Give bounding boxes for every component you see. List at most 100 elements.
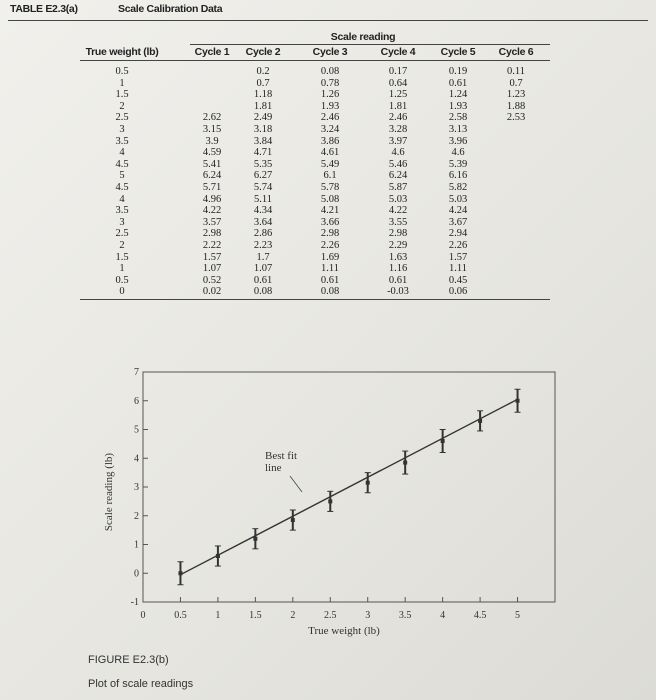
x-tick-label: 3.5 (399, 610, 412, 621)
row-label: 2.5 (115, 228, 129, 240)
cell: 0.7 (509, 77, 523, 89)
row-label: 2.5 (115, 112, 129, 124)
cell: 3.15 (202, 124, 222, 135)
cell: 5.46 (388, 158, 408, 170)
cell: 0.08 (253, 286, 273, 298)
x-axis-label: True weight (lb) (308, 625, 380, 637)
cell: 4.61 (320, 147, 340, 159)
cell: 1.81 (253, 100, 273, 112)
cell: 1.07 (253, 263, 273, 275)
cell: 3.9 (205, 135, 219, 147)
cell: 0.02 (202, 286, 222, 298)
cell: 1.57 (202, 251, 222, 263)
cell: 0.7 (256, 77, 270, 89)
y-tick-label: 5 (134, 425, 139, 436)
point (515, 398, 520, 403)
point (178, 571, 183, 576)
cell: 1.26 (320, 89, 340, 101)
cell: 2.29 (388, 240, 408, 251)
cell: 6.27 (253, 170, 273, 182)
cell: 2.94 (448, 228, 468, 240)
column-header: True weight (lb) (85, 46, 159, 58)
rule (80, 299, 550, 300)
cell: 5.87 (388, 182, 408, 193)
table-number: TABLE E2.3(a) (10, 3, 78, 15)
cell: 1.16 (388, 263, 408, 275)
cell: 1.11 (321, 263, 339, 275)
cell: 2.86 (253, 228, 273, 240)
row-label: 1.5 (115, 89, 129, 101)
cell: 3.55 (388, 216, 408, 228)
cell: 2.98 (202, 228, 222, 240)
cell: 4.59 (202, 147, 222, 159)
y-tick-label: 1 (134, 540, 139, 551)
row-label: 1 (119, 77, 125, 89)
cell: 3.28 (388, 124, 408, 135)
cell: 1.63 (388, 251, 408, 263)
cell: 5.78 (320, 182, 340, 193)
cell: 3.84 (253, 135, 273, 147)
figure-caption: Plot of scale readings (88, 678, 194, 690)
cell: 0.61 (253, 274, 273, 286)
cell: 4.22 (202, 205, 222, 217)
cell: 0.08 (320, 66, 340, 77)
cell: 2.58 (448, 112, 468, 124)
cell: 0.52 (202, 274, 222, 286)
cell: 0.19 (448, 66, 468, 77)
row-label: 4.5 (115, 182, 129, 193)
cell: 5.11 (254, 193, 272, 205)
cell: 1.93 (448, 100, 468, 112)
row-label: 4.5 (115, 158, 129, 170)
cell: 5.03 (448, 193, 468, 205)
cell: 1.25 (388, 89, 408, 101)
cell: 5.35 (253, 158, 273, 170)
cell: 5.03 (388, 193, 408, 205)
row-label: 3 (119, 216, 125, 228)
cell: 2.26 (320, 240, 340, 251)
point (440, 439, 445, 443)
row-label: 1 (119, 263, 125, 275)
cell: 4.96 (202, 193, 222, 205)
cell: 0.08 (320, 286, 340, 298)
cell: 0.2 (256, 66, 270, 77)
y-tick-label: 6 (134, 396, 139, 407)
cell: 6.24 (388, 170, 408, 182)
row-label: 0.5 (115, 274, 129, 286)
row-label: 2 (119, 100, 125, 112)
column-header: Cycle 6 (498, 46, 534, 58)
row-label: 2 (119, 240, 125, 251)
cell: 5.39 (448, 158, 468, 170)
x-tick-label: 2 (290, 610, 295, 621)
cell: 2.98 (388, 228, 408, 240)
cell: 0.64 (388, 77, 408, 89)
cell: 0.61 (320, 274, 340, 286)
figure-number: FIGURE E2.3(b) (88, 654, 169, 666)
y-tick-label: 0 (134, 568, 139, 579)
cell: 4.34 (253, 205, 273, 217)
cell: 2.53 (506, 112, 526, 124)
cell: 1.93 (320, 100, 340, 112)
group-header: Scale reading (330, 31, 396, 43)
cell: 1.24 (448, 89, 468, 101)
row-label: 4 (119, 147, 125, 159)
cell: 2.23 (253, 240, 273, 251)
column-header: Cycle 3 (312, 46, 348, 58)
cell: 2.98 (320, 228, 340, 240)
column-header: Cycle 2 (245, 46, 281, 58)
cell: 4.22 (388, 205, 408, 217)
rule (8, 20, 648, 21)
column-header: Cycle 1 (194, 46, 230, 58)
cell: 4.24 (448, 205, 468, 217)
cell: 5.49 (320, 158, 340, 170)
cell: 1.11 (449, 263, 467, 275)
cell: 1.69 (320, 251, 340, 263)
y-tick-label: -1 (131, 597, 139, 608)
cell: 0.61 (388, 274, 408, 286)
cell: 2.49 (253, 112, 273, 124)
cell: 3.18 (253, 124, 273, 135)
cell: 1.07 (202, 263, 222, 275)
cell: 1.88 (506, 100, 526, 112)
cell: 3.57 (202, 216, 222, 228)
